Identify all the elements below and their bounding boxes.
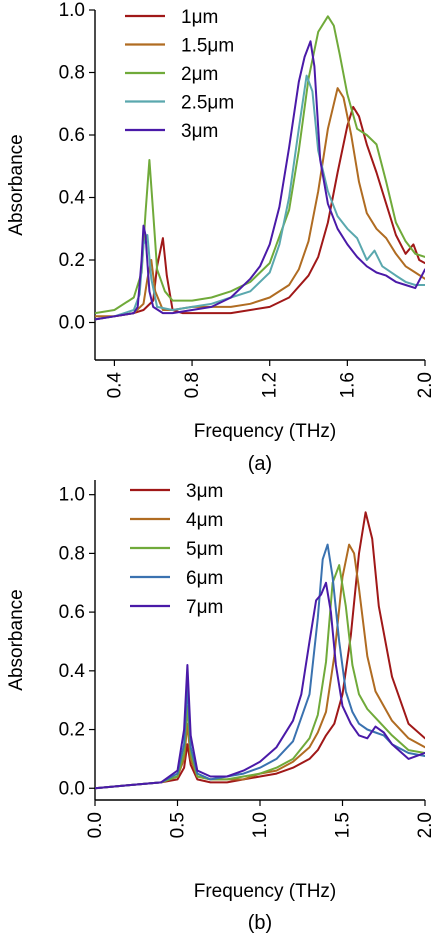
legend-label: 7μm bbox=[186, 597, 223, 618]
series-line-5 bbox=[95, 40, 425, 321]
legend-label: 2.5μm bbox=[181, 93, 234, 114]
y-tick-label: 0.6 bbox=[59, 125, 85, 146]
x-tick-label: 0.0 bbox=[85, 812, 106, 838]
y-tick-label: 0.0 bbox=[59, 778, 85, 799]
y-tick-label: 1.0 bbox=[59, 485, 85, 506]
panel-caption: (b) bbox=[248, 912, 272, 934]
y-tick-label: 0.4 bbox=[59, 661, 86, 682]
y-tick-label: 0.8 bbox=[59, 63, 85, 84]
x-tick-label: 2.0 bbox=[415, 812, 432, 838]
legend-label: 3μm bbox=[186, 481, 223, 502]
x-tick-label: 1.6 bbox=[337, 372, 358, 398]
x-axis-title: Frequency (THz) bbox=[194, 881, 337, 902]
series-line-3 bbox=[95, 15, 425, 315]
y-axis-title: Absorbance bbox=[6, 134, 27, 235]
panel-caption: (a) bbox=[248, 453, 272, 475]
x-tick-label: 0.4 bbox=[104, 372, 125, 399]
x-axis-title: Frequency (THz) bbox=[194, 421, 337, 442]
legend-label: 1μm bbox=[181, 7, 218, 28]
x-tick-label: 0.5 bbox=[168, 812, 189, 838]
y-tick-label: 1.0 bbox=[59, 0, 85, 21]
y-tick-label: 0.0 bbox=[59, 313, 85, 334]
y-tick-label: 0.2 bbox=[59, 250, 85, 271]
series-line-3 bbox=[95, 564, 425, 790]
legend-label: 2μm bbox=[181, 64, 218, 85]
y-tick-label: 0.6 bbox=[59, 602, 85, 623]
legend-label: 1.5μm bbox=[181, 36, 234, 57]
x-tick-label: 2.0 bbox=[415, 372, 432, 398]
y-tick-label: 0.4 bbox=[59, 188, 86, 209]
x-tick-label: 1.2 bbox=[260, 372, 281, 398]
y-axis-title: Absorbance bbox=[6, 589, 27, 690]
series-line-1 bbox=[95, 511, 425, 790]
x-tick-label: 0.8 bbox=[182, 372, 203, 398]
y-tick-label: 0.8 bbox=[59, 543, 85, 564]
x-tick-label: 1.5 bbox=[333, 812, 354, 838]
x-tick-label: 1.0 bbox=[250, 812, 271, 838]
legend-label: 6μm bbox=[186, 568, 223, 589]
series-line-5 bbox=[95, 581, 425, 790]
legend-label: 4μm bbox=[186, 510, 223, 531]
legend-label: 5μm bbox=[186, 539, 223, 560]
y-tick-label: 0.2 bbox=[59, 720, 85, 741]
series-line-4 bbox=[95, 74, 425, 321]
chart-panel-b: 0.0 0.2 0.4 0.6 0.8 1.0 0.0 0.5 1.0 1.5 2.0 Frequen… bbox=[6, 480, 432, 934]
legend-label: 3μm bbox=[181, 121, 218, 142]
chart-panel-a: 0.0 0.2 0.4 0.6 0.8 1.0 0.4 0.8 1.2 1.6 2.0 Frequen… bbox=[6, 0, 432, 475]
